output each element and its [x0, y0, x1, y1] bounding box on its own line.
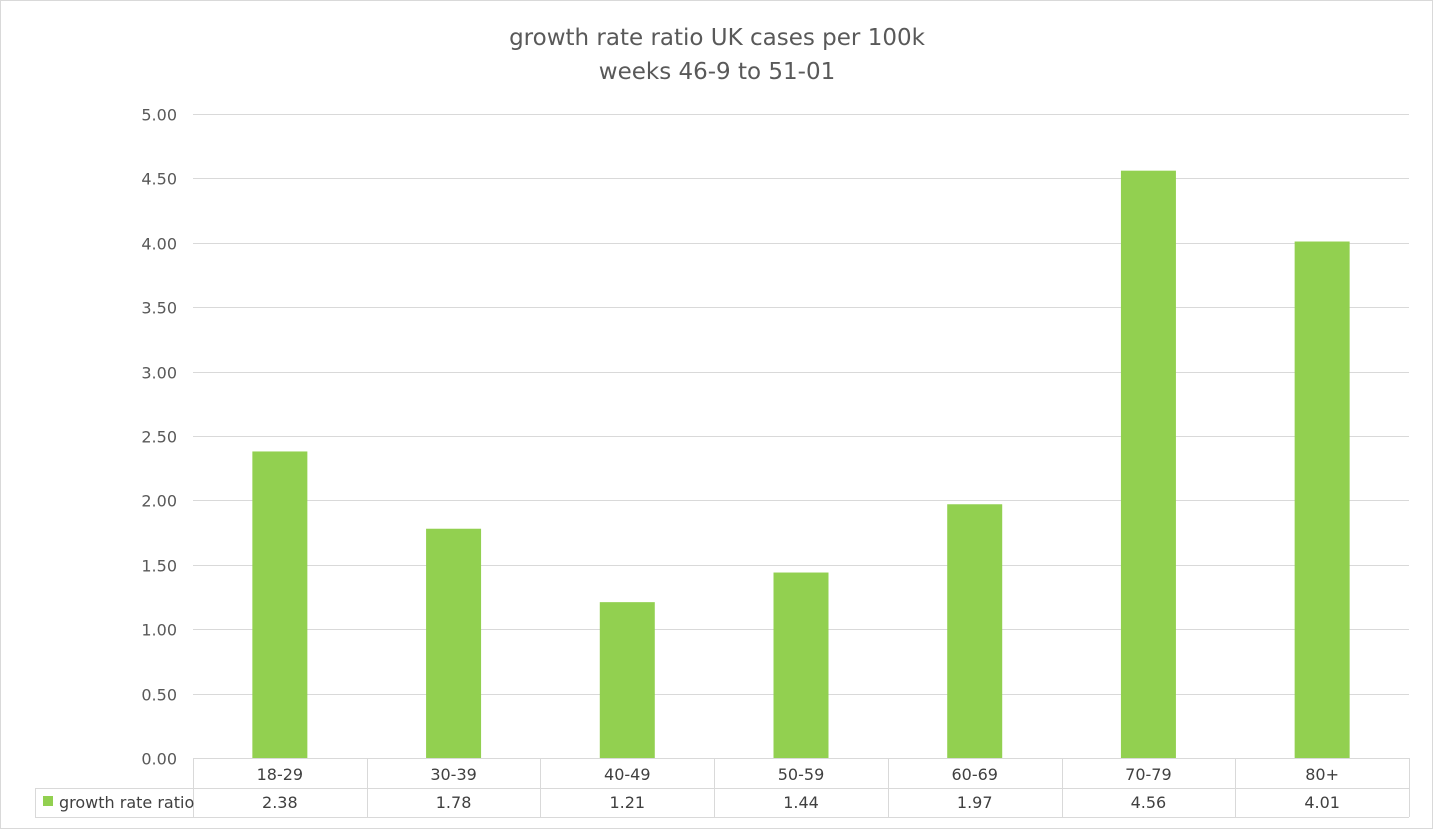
- y-tick-label: 2.50: [141, 428, 177, 447]
- bar-18-29: [252, 451, 308, 758]
- bar-70-79: [1120, 170, 1176, 758]
- data-label: 1.97: [957, 793, 993, 812]
- y-tick-label: 2.00: [141, 492, 177, 511]
- data-label: 1.78: [436, 793, 472, 812]
- data-label: 2.38: [262, 793, 298, 812]
- data-label: 4.56: [1131, 793, 1167, 812]
- data-table: 18-29 30-39 40-49 50-59 60-69 70-79 80+ growth …: [35, 758, 1410, 818]
- x-tick-label: 40-49: [604, 765, 651, 784]
- bar-40-49: [599, 602, 655, 758]
- y-tick-label: 3.00: [141, 364, 177, 383]
- x-tick-label: 50-59: [778, 765, 825, 784]
- data-label: 1.21: [609, 793, 645, 812]
- x-tick-label: 18-29: [257, 765, 304, 784]
- legend-series-name: growth rate ratio: [59, 793, 194, 812]
- x-tick-label: 30-39: [430, 765, 477, 784]
- y-tick-label: 1.50: [141, 557, 177, 576]
- chart-title-line-1: growth rate ratio UK cases per 100k: [509, 25, 926, 51]
- data-label: 1.44: [783, 793, 819, 812]
- bar-30-39: [426, 528, 482, 758]
- x-tick-label: 70-79: [1125, 765, 1172, 784]
- y-tick-label: 3.50: [141, 299, 177, 318]
- y-tick-label: 5.00: [141, 106, 177, 125]
- legend-key: [43, 796, 53, 806]
- bars: [252, 170, 1350, 759]
- y-tick-label: 4.50: [141, 170, 177, 189]
- y-axis-ticks: 0.00 0.50 1.00 1.50 2.00 2.50 3.00 3.50 4.00 4.50…: [141, 106, 177, 769]
- y-tick-label: 0.00: [141, 750, 177, 769]
- y-tick-label: 4.00: [141, 235, 177, 254]
- y-tick-label: 1.00: [141, 621, 177, 640]
- data-label: 4.01: [1304, 793, 1340, 812]
- x-tick-label: 80+: [1305, 765, 1339, 784]
- bar-60-69: [947, 504, 1003, 758]
- x-tick-label: 60-69: [951, 765, 998, 784]
- bar-50-59: [773, 572, 829, 758]
- bar-80+: [1294, 241, 1350, 759]
- chart-title-line-2: weeks 46-9 to 51-01: [599, 59, 835, 85]
- gridlines: [193, 114, 1409, 759]
- y-tick-label: 0.50: [141, 686, 177, 705]
